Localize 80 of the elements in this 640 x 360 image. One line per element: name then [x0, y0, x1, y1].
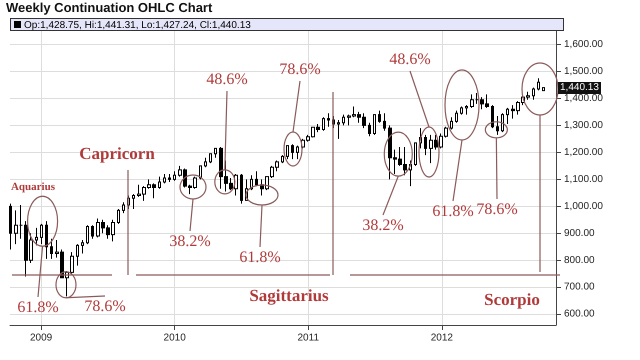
candlestick	[286, 145, 289, 160]
candlestick	[45, 220, 48, 260]
candlestick	[537, 78, 540, 91]
x-tick-label: 2009	[30, 332, 53, 344]
y-tick-label: 1,300.00	[564, 120, 604, 131]
candlestick	[204, 157, 207, 168]
candlestick	[373, 114, 376, 136]
candlestick	[368, 122, 371, 137]
candlestick	[342, 114, 345, 126]
candlestick	[86, 224, 89, 245]
candlestick	[424, 134, 427, 156]
chart-subtitle: Op:1,428.75, Hi:1,441.31, Lo:1,427.24, Cl:1,440.13	[24, 20, 251, 31]
candlestick	[532, 87, 535, 100]
candlestick	[465, 104, 468, 116]
candlestick	[214, 148, 217, 158]
annotation: 38.2%	[169, 233, 211, 251]
candlestick	[50, 238, 53, 260]
annotation: 78.6%	[84, 298, 126, 316]
annotation: 78.6%	[476, 201, 518, 219]
candlestick	[491, 104, 494, 129]
candlestick	[281, 154, 284, 164]
annotation: 48.6%	[389, 51, 431, 69]
x-tick-label: 2011	[297, 332, 320, 344]
candlestick	[209, 153, 212, 164]
y-tick-label: 700.00	[564, 282, 596, 293]
y-tick-label: 800.00	[564, 254, 596, 266]
candlestick	[337, 120, 340, 140]
annotation: Scorpio	[484, 290, 540, 310]
candlestick	[450, 116, 453, 130]
candlestick	[70, 252, 74, 274]
y-tick-label: 900.00	[564, 228, 596, 239]
candlestick	[296, 145, 299, 160]
y-tick-label: 600.00	[564, 308, 596, 320]
candlestick	[35, 227, 38, 246]
candlestick	[76, 244, 79, 266]
annotation: Aquarius	[10, 181, 56, 193]
annotation: Sagittarius	[249, 286, 329, 306]
candlestick	[470, 94, 474, 108]
candlestick	[158, 176, 161, 190]
candlestick	[506, 107, 509, 125]
chart-title: Weekly Continuation OHLC Chart	[6, 0, 212, 15]
candlestick	[240, 173, 243, 204]
annotation: 61.8%	[17, 299, 59, 317]
candlestick	[460, 106, 463, 116]
candlestick	[501, 112, 504, 133]
candlestick	[383, 112, 386, 132]
y-tick-label: 1,000.00	[564, 200, 604, 212]
candlestick	[291, 144, 294, 160]
annotation: 61.8%	[239, 249, 281, 267]
candlestick	[173, 170, 176, 182]
candlestick	[91, 224, 94, 240]
annotation: 61.8%	[432, 203, 474, 221]
x-tick-label: 2012	[430, 332, 454, 344]
candlestick	[40, 223, 43, 245]
candlestick	[322, 116, 325, 132]
candlestick	[542, 86, 545, 92]
candlestick	[168, 173, 171, 183]
candlestick	[414, 142, 417, 166]
y-tick-label: 1,600.00	[564, 38, 604, 50]
annotation: Capricorn	[79, 144, 155, 164]
candlestick	[455, 110, 458, 124]
candlestick	[163, 173, 166, 184]
y-tick-label: 1,200.00	[564, 146, 604, 158]
annotation: 78.6%	[279, 61, 321, 79]
candlestick	[81, 240, 84, 254]
candlestick	[255, 170, 258, 187]
candlestick	[327, 112, 330, 128]
candlestick	[378, 110, 381, 124]
candlestick	[117, 208, 120, 224]
x-tick-label: 2010	[164, 332, 186, 344]
annotation: 48.6%	[206, 71, 248, 89]
y-tick-label: 1,500.00	[564, 66, 604, 77]
y-tick-label: 1,400.00	[564, 92, 604, 104]
candlestick	[122, 202, 125, 214]
candlestick	[496, 115, 499, 136]
text: 1,440.13	[558, 82, 601, 94]
annotation: 38.2%	[362, 217, 404, 235]
y-tick-label: 1,100.00	[564, 174, 604, 185]
candlestick	[9, 203, 12, 250]
candlestick	[132, 194, 135, 210]
